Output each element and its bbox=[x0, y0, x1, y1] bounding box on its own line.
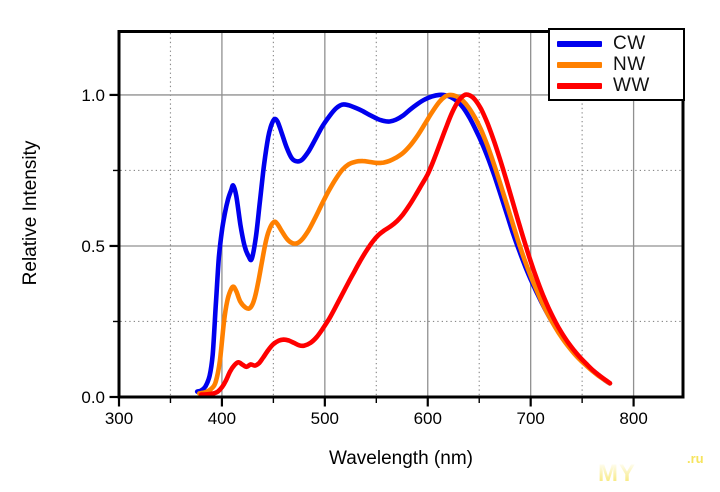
x-tick-label: 500 bbox=[311, 409, 339, 428]
y-tick-label: 0.5 bbox=[81, 237, 105, 256]
legend-label: WW bbox=[613, 74, 650, 96]
x-axis-title: Wavelength (nm) bbox=[329, 448, 473, 469]
legend-swatch bbox=[557, 40, 602, 47]
legend-label: NW bbox=[613, 53, 646, 75]
y-tick-label: 1.0 bbox=[81, 86, 105, 105]
series-nw bbox=[197, 92, 613, 396]
legend-item-ww: WW bbox=[557, 75, 683, 96]
x-tick-label: 700 bbox=[516, 409, 544, 428]
x-tick-label: 400 bbox=[208, 409, 236, 428]
series-ww bbox=[199, 92, 613, 397]
x-tick-label: 800 bbox=[619, 409, 647, 428]
y-axis-title: Relative Intensity bbox=[20, 140, 41, 286]
legend: CW NW WW bbox=[548, 28, 685, 101]
plot-frame bbox=[117, 30, 685, 399]
x-tick-label: 600 bbox=[414, 409, 442, 428]
legend-item-nw: NW bbox=[557, 54, 683, 75]
y-tick-label: 0.0 bbox=[81, 388, 105, 407]
watermark-domain: .ru bbox=[687, 451, 704, 466]
legend-swatch bbox=[557, 61, 602, 68]
legend-swatch bbox=[557, 82, 602, 89]
legend-item-cw: CW bbox=[557, 33, 683, 54]
watermark-text: MY bbox=[598, 460, 636, 487]
x-tick-label: 300 bbox=[105, 409, 133, 428]
series-cw bbox=[194, 92, 613, 394]
legend-label: CW bbox=[613, 32, 646, 54]
